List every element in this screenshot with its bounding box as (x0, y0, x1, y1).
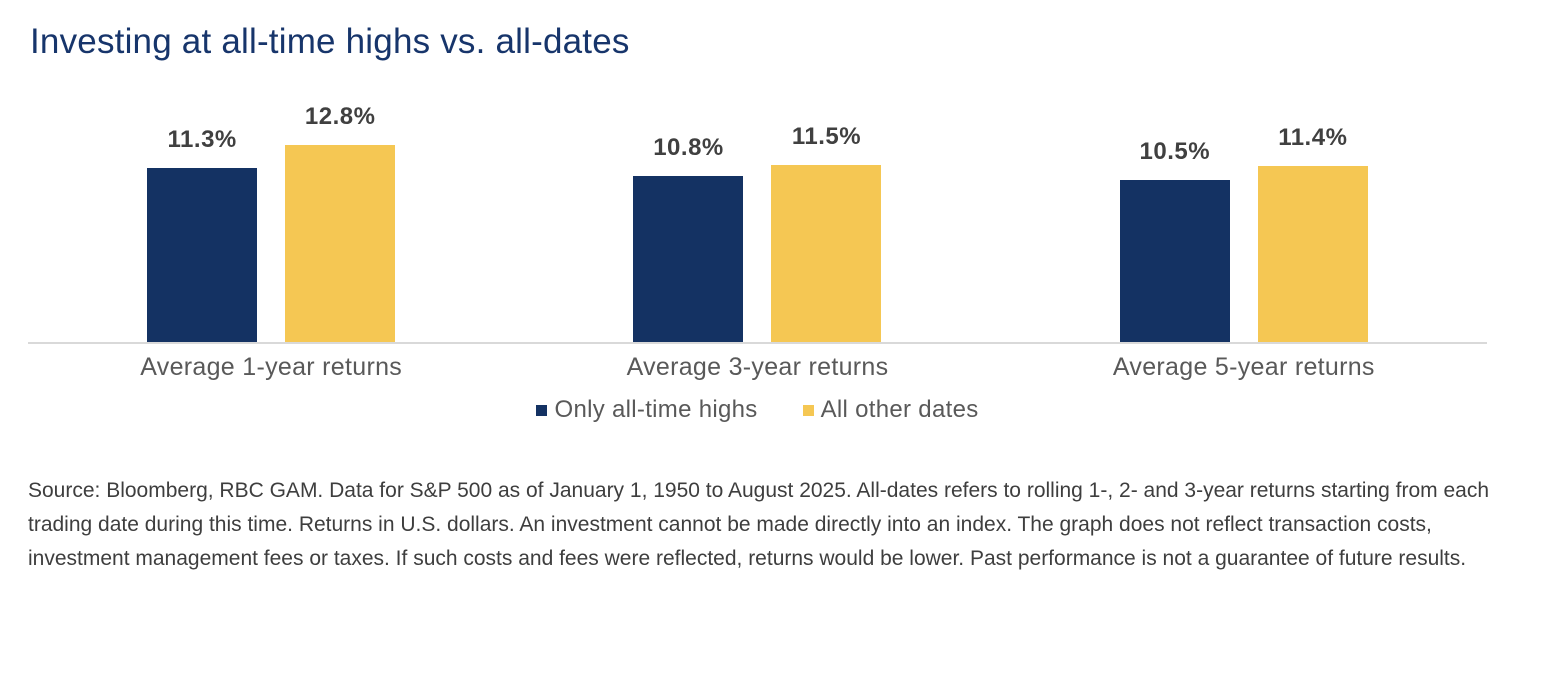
bar-with-label: 11.3% (147, 126, 258, 342)
chart-title: Investing at all-time highs vs. all-date… (30, 22, 630, 61)
bar-value-label: 10.8% (653, 134, 724, 161)
legend-item: All other dates (802, 396, 979, 424)
bar-value-label: 11.4% (1278, 124, 1348, 151)
bar-group: 11.3% 12.8% (28, 97, 514, 342)
source-note: Source: Bloomberg, RBC GAM. Data for S&P… (28, 479, 1490, 570)
bar-chart: 11.3% 12.8% 10.8% 11.5% 10.5% 11.4% Average 1… (28, 97, 1487, 424)
bar-yellow (285, 145, 396, 342)
legend-swatch-icon (536, 404, 548, 416)
bar-yellow (771, 165, 882, 342)
bar-with-label: 10.5% (1119, 138, 1230, 342)
bar-with-label: 12.8% (285, 103, 396, 342)
bar-yellow (1257, 166, 1368, 342)
bar-value-label: 12.8% (304, 103, 376, 130)
bar-value-label: 11.5% (791, 123, 862, 150)
category-axis: Average 1-year returns Average 3-year ret… (28, 353, 1487, 382)
chart-page: Investing at all-time highs vs. all-date… (0, 22, 1550, 690)
category-label: Average 3-year returns (626, 353, 889, 381)
legend-item: Only all-time highs (536, 396, 757, 424)
bar-group: 10.5% 11.4% (1001, 97, 1487, 342)
bar-with-label: 11.4% (1257, 124, 1368, 342)
category-label: Average 1-year returns (140, 353, 403, 381)
chart-legend: Only all-time highs All other dates (28, 396, 1487, 424)
bar-navy (633, 176, 744, 342)
legend-label: All other dates (820, 396, 979, 423)
bar-navy (147, 168, 258, 342)
plot-area: 11.3% 12.8% 10.8% 11.5% 10.5% 11.4% (28, 97, 1487, 344)
category-label: Average 5-year returns (1112, 353, 1375, 381)
legend-swatch-icon (802, 404, 814, 416)
bar-with-label: 10.8% (633, 134, 744, 342)
bar-value-label: 11.3% (167, 126, 237, 153)
bar-with-label: 11.5% (771, 123, 882, 342)
legend-label: Only all-time highs (554, 396, 758, 423)
bar-value-label: 10.5% (1139, 138, 1211, 165)
bar-group: 10.8% 11.5% (514, 97, 1000, 342)
bar-navy (1119, 180, 1230, 342)
